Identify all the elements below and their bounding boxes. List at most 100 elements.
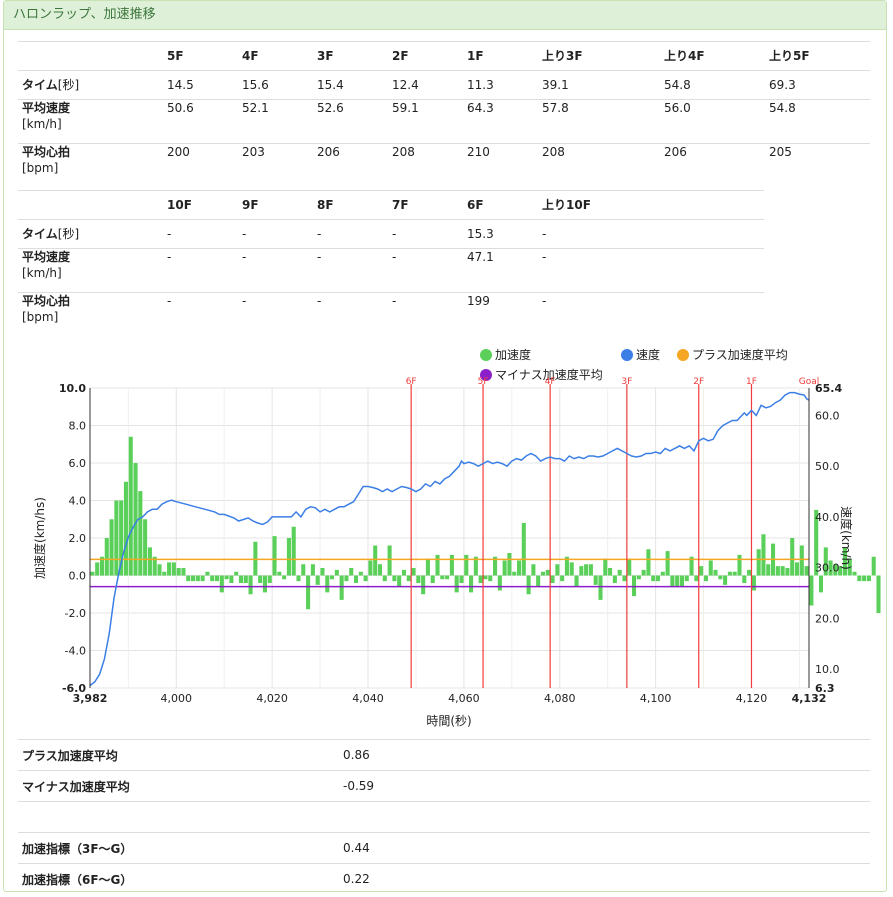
accel-bar — [574, 575, 579, 587]
col-header: 6F — [463, 190, 538, 220]
row-unit: [秒] — [57, 227, 80, 241]
cell: 206 — [313, 143, 388, 188]
x-tick-label: 4,080 — [544, 692, 576, 705]
accel-bar — [104, 538, 109, 576]
row-unit: [秒] — [57, 78, 80, 92]
y-tick-label-left: -4.0 — [65, 645, 86, 658]
cell: - — [238, 219, 313, 249]
accel-bar — [723, 575, 728, 585]
x-tick-label: 4,132 — [792, 692, 827, 705]
cell: 52.1 — [238, 99, 313, 144]
accel-bar — [761, 534, 766, 576]
accel-bar — [392, 575, 397, 582]
stat-label: プラス加速度平均 — [18, 739, 339, 771]
accel-bar — [593, 575, 598, 585]
col-header: 9F — [238, 190, 313, 220]
accel-bar — [224, 575, 229, 580]
accel-bar — [210, 575, 215, 582]
accel-bar — [598, 575, 603, 600]
stat-value — [339, 801, 870, 833]
y-axis-left-label: 加速度(km/hs) — [32, 497, 47, 579]
accel-bar — [325, 575, 330, 593]
cell: - — [388, 219, 463, 249]
accel-bar — [862, 575, 867, 582]
table-row: マイナス加速度平均 -0.59 — [18, 770, 870, 802]
accel-bar — [344, 575, 349, 582]
col-header: 1F — [463, 41, 538, 71]
accel-bar — [214, 575, 220, 582]
y-tick-label-left: 8.0 — [69, 420, 87, 433]
y-tick-label-right: 10.0 — [815, 663, 840, 676]
accel-bar — [483, 575, 488, 580]
accel-bar — [301, 564, 306, 576]
circle-icon — [480, 349, 492, 361]
col-header: 上り10F — [538, 190, 764, 220]
legend-label: マイナス加速度平均 — [495, 368, 603, 382]
avg-lines — [90, 558, 809, 588]
stat-label: マイナス加速度平均 — [18, 770, 339, 802]
y-tick-label-left: 2.0 — [69, 532, 87, 545]
x-tick-label: 3,982 — [73, 692, 108, 705]
y-tick-label-left: -6.0 — [62, 682, 86, 695]
row-label: タイム — [22, 227, 58, 241]
accel-bar — [847, 558, 852, 576]
accel-bar — [818, 575, 824, 593]
accel-bar — [579, 566, 584, 576]
accel-bar — [334, 569, 339, 576]
cell: - — [313, 219, 388, 249]
row-unit: [bpm] — [22, 161, 59, 175]
cell: 208 — [538, 143, 660, 188]
accel-bar — [842, 547, 847, 576]
accel-bar — [109, 519, 114, 576]
accel-bar — [310, 564, 315, 576]
accel-bar — [416, 575, 421, 583]
accel-bar — [502, 560, 507, 576]
cell: 12.4 — [388, 70, 463, 100]
accel-bar — [430, 575, 435, 583]
furlong-label: 4F — [545, 377, 556, 387]
accel-stats-table: プラス加速度平均 0.86 マイナス加速度平均 -0.59 加速指標（3F〜G）… — [18, 739, 870, 894]
accel-bar — [454, 575, 459, 593]
legend-item-speed[interactable]: 速度 — [621, 346, 660, 363]
accel-bar — [176, 568, 181, 576]
accel-bar — [291, 526, 296, 576]
stat-value: 0.44 — [339, 832, 870, 864]
furlong-label: 5F — [478, 377, 489, 387]
legend-item-accel[interactable]: 加速度 — [480, 346, 531, 363]
accel-bar — [675, 575, 680, 587]
accel-bar — [219, 575, 224, 593]
row-label: 平均心拍 — [22, 145, 71, 159]
table-row: タイム[秒] - - - - 15.3 - — [18, 219, 764, 249]
accel-bar — [780, 566, 785, 576]
y-tick-label-right: 60.0 — [815, 409, 840, 422]
table-row: 平均速度 [km/h] - - - - 47.1 - — [18, 248, 764, 293]
accel-bar — [147, 547, 152, 576]
cell: 39.1 — [538, 70, 660, 100]
y-tick-label-right: 30.0 — [815, 562, 840, 575]
speed-line — [89, 391, 810, 687]
table-row: 平均心拍 [bpm] 200 203 206 208 210 208 206 20… — [18, 143, 870, 188]
accel-bar — [459, 575, 464, 583]
accel-bar — [296, 575, 301, 582]
table-row: 加速指標（3F〜G） 0.44 — [18, 832, 870, 864]
panel-title: ハロンラップ、加速推移 — [4, 1, 886, 30]
cell: - — [313, 292, 388, 337]
cell: - — [538, 248, 764, 293]
cell: 208 — [388, 143, 463, 188]
table-row — [18, 801, 870, 833]
accel-bar — [262, 575, 267, 593]
legend-item-plus-avg[interactable]: プラス加速度平均 — [677, 346, 788, 363]
cell: 56.0 — [660, 99, 765, 144]
x-tick-label: 4,000 — [161, 692, 193, 705]
accel-bar — [306, 575, 311, 610]
accel-bar — [751, 575, 756, 591]
legend-item-minus-avg[interactable]: マイナス加速度平均 — [480, 366, 603, 383]
accel-bar — [114, 500, 119, 576]
accel-bar — [689, 556, 694, 576]
y-axis-right-label: 速度(km/h) — [839, 506, 854, 570]
accel-bar — [99, 556, 105, 576]
accel-bar — [775, 566, 780, 576]
accel-bar — [267, 575, 272, 583]
y-tick-label-left: 0.0 — [69, 570, 87, 583]
accel-bar — [138, 491, 143, 576]
